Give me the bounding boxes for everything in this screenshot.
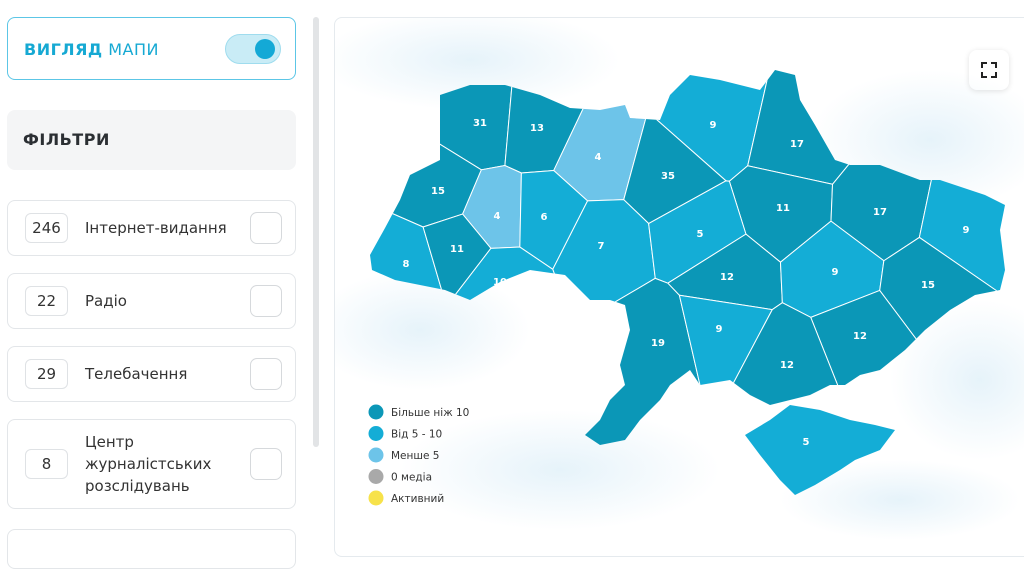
- switch-knob: [255, 39, 275, 59]
- scrollbar[interactable]: [313, 17, 319, 447]
- filter-checkbox[interactable]: [250, 285, 282, 317]
- page: ВИГЛЯД МАПИ ФІЛЬТРИ 246 Інтернет-видання 2…: [7, 17, 1024, 569]
- filter-item[interactable]: 246 Інтернет-видання: [7, 200, 296, 256]
- map-container: [334, 17, 1024, 557]
- view-toggle-card: ВИГЛЯД МАПИ: [7, 17, 296, 80]
- fullscreen-button[interactable]: [969, 50, 1009, 90]
- title-rest: МАПИ: [108, 40, 159, 59]
- filter-item[interactable]: 8 Центр журналістських розслідувань: [7, 419, 296, 509]
- filter-count: 29: [25, 359, 68, 389]
- filter-label: Інтернет-видання: [85, 219, 227, 237]
- view-toggle-title: ВИГЛЯД МАПИ: [24, 40, 159, 59]
- filter-checkbox[interactable]: [250, 358, 282, 390]
- filters-header: ФІЛЬТРИ: [7, 110, 296, 170]
- filter-checkbox[interactable]: [250, 448, 282, 480]
- title-bold: ВИГЛЯД: [24, 40, 103, 59]
- filter-item[interactable]: 22 Радіо: [7, 273, 296, 329]
- filter-count: 246: [25, 213, 68, 243]
- filter-label: Телебачення: [85, 365, 188, 383]
- filter-item: [7, 529, 296, 569]
- filter-item[interactable]: 29 Телебачення: [7, 346, 296, 402]
- view-switch[interactable]: [225, 34, 281, 64]
- filter-label: Центр журналістських розслідувань: [85, 433, 212, 495]
- filter-label: Радіо: [85, 292, 127, 310]
- filter-count: 8: [25, 449, 68, 479]
- filter-count: 22: [25, 286, 68, 316]
- filters-title: ФІЛЬТРИ: [23, 130, 110, 149]
- filter-checkbox[interactable]: [250, 212, 282, 244]
